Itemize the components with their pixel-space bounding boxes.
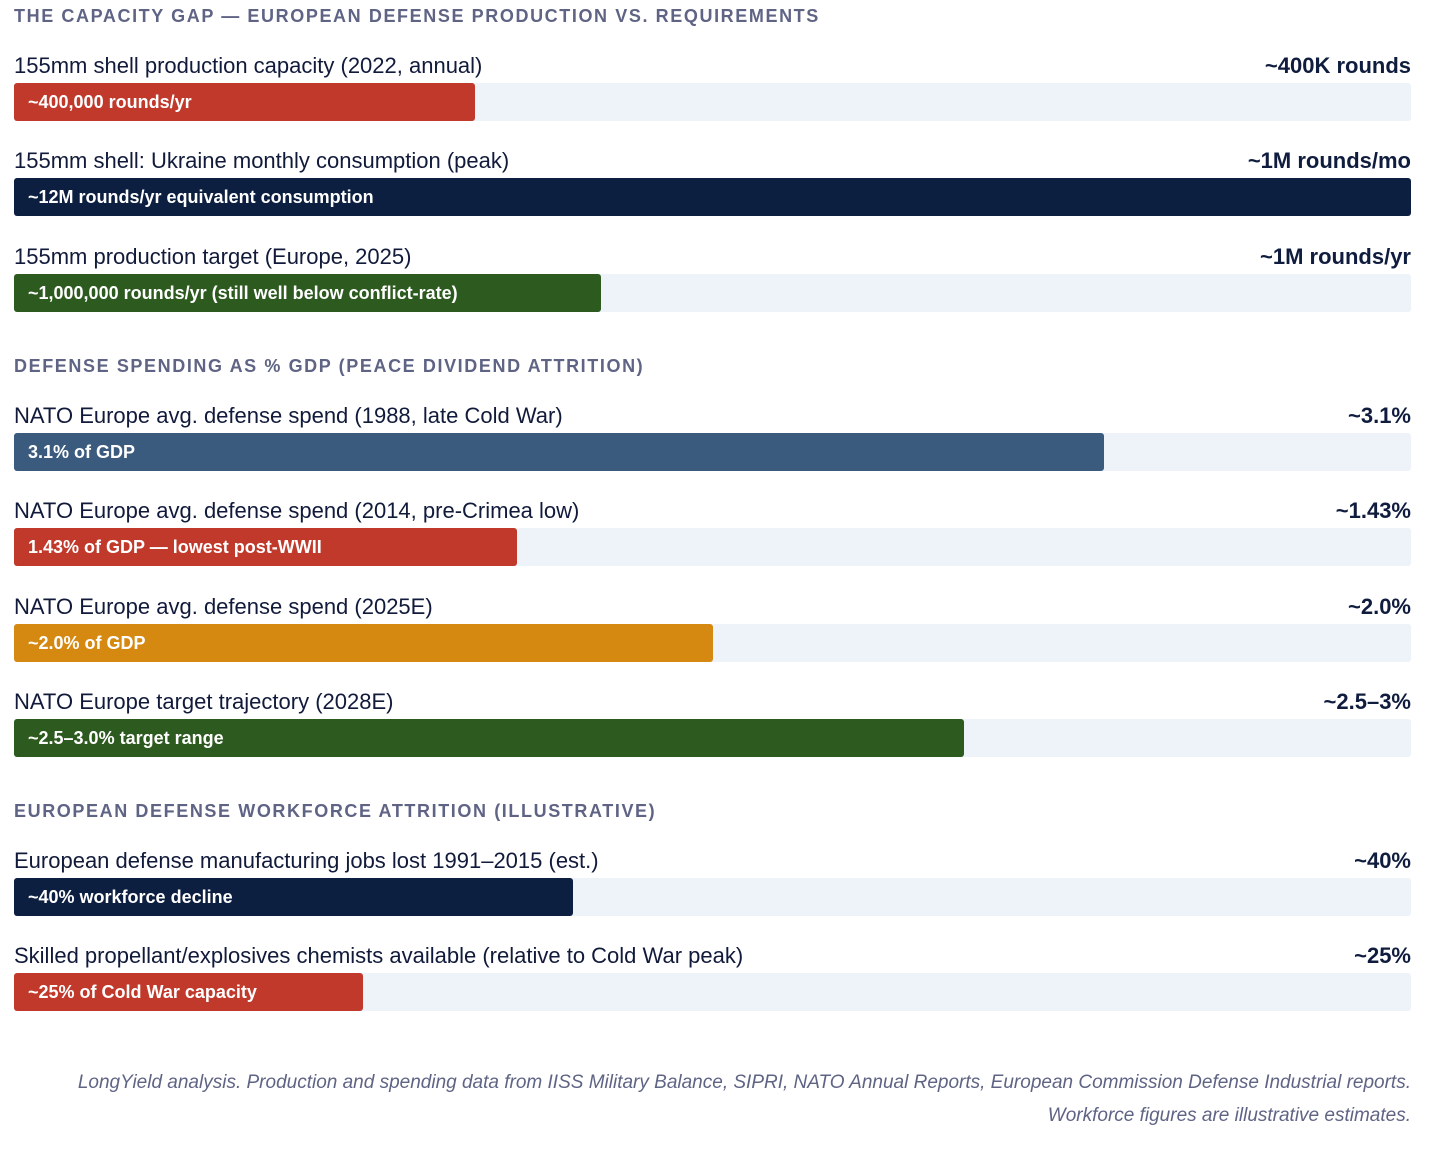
bar-label: 155mm shell production capacity (2022, a… xyxy=(14,53,483,78)
section-title: THE CAPACITY GAP — EUROPEAN DEFENSE PROD… xyxy=(14,6,820,26)
bar-fill: ~40% workforce decline xyxy=(14,878,573,916)
bar-label: NATO Europe target trajectory (2028E) xyxy=(14,689,394,714)
bar-label: European defense manufacturing jobs lost… xyxy=(14,848,599,873)
bar-fill-text: 3.1% of GDP xyxy=(28,441,136,462)
bar-fill-text: ~25% of Cold War capacity xyxy=(28,981,257,1002)
source-footnote: LongYield analysis. Production and spend… xyxy=(77,1072,1411,1126)
bar-value: ~2.5–3% xyxy=(1323,689,1411,714)
bar-value: ~3.1% xyxy=(1348,403,1411,428)
bar-value: ~1M rounds/yr xyxy=(1260,244,1411,269)
bar-track: ~25% of Cold War capacity xyxy=(14,973,1411,1011)
bar-fill: ~400,000 rounds/yr xyxy=(14,83,475,121)
bar-value: ~1.43% xyxy=(1335,498,1411,523)
bar-fill: 3.1% of GDP xyxy=(14,433,1104,471)
bar-fill: ~1,000,000 rounds/yr (still well below c… xyxy=(14,274,601,312)
bar-fill-text: ~2.0% of GDP xyxy=(28,632,146,653)
bar-track: 3.1% of GDP xyxy=(14,433,1411,471)
bar-fill: ~2.5–3.0% target range xyxy=(14,719,964,757)
bar-track: ~2.5–3.0% target range xyxy=(14,719,1411,757)
bar-label: NATO Europe avg. defense spend (2025E) xyxy=(14,594,433,619)
section-title: DEFENSE SPENDING AS % GDP (PEACE DIVIDEN… xyxy=(14,356,645,376)
bar-label: 155mm shell: Ukraine monthly consumption… xyxy=(14,148,510,173)
bar-track: ~2.0% of GDP xyxy=(14,624,1411,662)
bar-fill: ~2.0% of GDP xyxy=(14,624,713,662)
bar-value: ~2.0% xyxy=(1348,594,1411,619)
bar-fill: 1.43% of GDP — lowest post-WWII xyxy=(14,528,517,566)
bar-value: ~1M rounds/mo xyxy=(1247,148,1411,173)
bar-value: ~40% xyxy=(1354,848,1411,873)
bar-label: NATO Europe avg. defense spend (1988, la… xyxy=(14,403,563,428)
bar-fill: ~25% of Cold War capacity xyxy=(14,973,364,1011)
bar-fill: ~12M rounds/yr equivalent consumption xyxy=(14,178,1411,216)
bar-track: ~1,000,000 rounds/yr (still well below c… xyxy=(14,274,1411,312)
section-title: EUROPEAN DEFENSE WORKFORCE ATTRITION (IL… xyxy=(14,801,657,821)
bar-fill-text: ~400,000 rounds/yr xyxy=(28,91,192,112)
bar-label: 155mm production target (Europe, 2025) xyxy=(14,244,412,269)
bar-value: ~400K rounds xyxy=(1264,53,1411,78)
bar-fill-text: ~1,000,000 rounds/yr (still well below c… xyxy=(28,282,458,303)
bar-fill-text: ~2.5–3.0% target range xyxy=(28,727,224,748)
bar-fill-text: ~12M rounds/yr equivalent consumption xyxy=(28,186,374,207)
bar-track: 1.43% of GDP — lowest post-WWII xyxy=(14,528,1411,566)
bar-track: ~12M rounds/yr equivalent consumption xyxy=(14,178,1411,216)
bar-fill-text: 1.43% of GDP — lowest post-WWII xyxy=(28,536,322,557)
bar-fill-text: ~40% workforce decline xyxy=(28,886,233,907)
bar-track: ~400,000 rounds/yr xyxy=(14,83,1411,121)
bar-label: NATO Europe avg. defense spend (2014, pr… xyxy=(14,498,580,523)
bar-track: ~40% workforce decline xyxy=(14,878,1411,916)
bar-label: Skilled propellant/explosives chemists a… xyxy=(14,943,744,968)
bar-value: ~25% xyxy=(1354,943,1411,968)
